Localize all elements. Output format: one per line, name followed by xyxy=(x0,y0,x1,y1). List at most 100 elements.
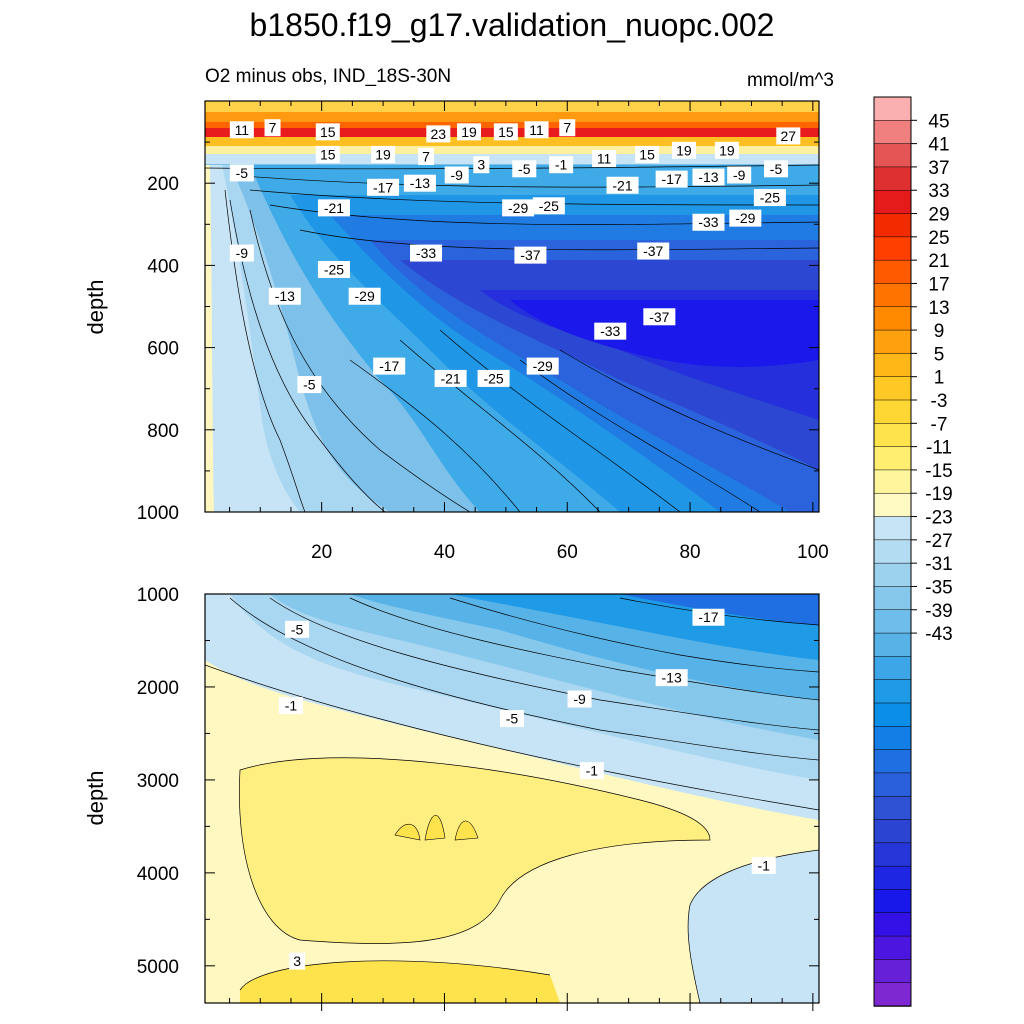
lower-contour-label: -1 xyxy=(751,856,776,874)
upper-contour-label: -37 xyxy=(637,242,670,260)
colorbar-swatch xyxy=(873,889,912,914)
colorbar-swatch xyxy=(873,912,912,937)
upper-contour-label: 11 xyxy=(592,150,617,168)
upper-contour-label-text: -37 xyxy=(643,243,663,259)
upper-contour-label-bg xyxy=(671,141,696,159)
upper-contour-label-bg xyxy=(637,242,670,260)
upper-xtick-label: 60 xyxy=(557,542,578,563)
colorbar-label: 5 xyxy=(934,344,945,365)
colorbar-swatch xyxy=(873,353,912,378)
upper-contour-label-bg xyxy=(229,164,254,182)
upper-contour-label-text: -17 xyxy=(379,358,399,374)
lower-contour-label-text: -1 xyxy=(586,763,599,779)
upper-contour-label-text: 19 xyxy=(461,124,477,140)
upper-contour-label: -25 xyxy=(477,369,510,387)
upper-contour-label-bg xyxy=(477,369,510,387)
upper-contour-label-text: -29 xyxy=(508,200,528,216)
upper-contour-label-bg xyxy=(297,376,322,394)
upper-contour-label-bg xyxy=(592,150,617,168)
upper-contour-label: -21 xyxy=(317,199,350,217)
upper-contour-label-text: -9 xyxy=(451,167,464,183)
upper-contour-label: -17 xyxy=(373,357,406,375)
upper-contour-label: -33 xyxy=(692,213,725,231)
upper-contour-label-text: -17 xyxy=(662,171,682,187)
upper-ytick-label: 200 xyxy=(147,174,179,195)
lower-contour-label-bg xyxy=(500,710,524,728)
lower-contour-label: -5 xyxy=(285,620,310,638)
colorbar-label: -11 xyxy=(926,438,952,459)
colorbar-swatch xyxy=(873,166,912,191)
upper-contour-label-text: 19 xyxy=(719,142,735,158)
upper-contour-label: -21 xyxy=(434,369,467,387)
upper-contour-label: 19 xyxy=(457,123,482,141)
lower-plot-frame xyxy=(204,593,820,1004)
upper-contour-label-bg xyxy=(714,141,739,159)
colorbar-label: 25 xyxy=(928,228,949,249)
lower-contour-label-text: -17 xyxy=(698,609,718,625)
upper-contour-label: -5 xyxy=(512,160,537,178)
lower-contour-label-text: 3 xyxy=(293,953,301,969)
colorbar-swatch xyxy=(873,795,912,821)
colorbar-label: -23 xyxy=(925,508,952,529)
upper-contour-label-text: 15 xyxy=(320,146,336,162)
colorbar-swatch xyxy=(873,96,912,122)
colorbar-swatch xyxy=(873,259,912,285)
upper-contour-label-bg xyxy=(229,121,254,139)
upper-contour-label-text: -5 xyxy=(303,377,316,393)
upper-contour-label-bg xyxy=(457,123,482,141)
upper-contour-label-text: 23 xyxy=(431,126,447,142)
upper-contour-label: 19 xyxy=(671,141,696,159)
upper-contour-label-text: -25 xyxy=(483,370,503,386)
colorbar-label: -7 xyxy=(931,414,948,435)
upper-contour-label-text: 11 xyxy=(597,151,612,167)
upper-contour-label-bg xyxy=(512,160,537,178)
upper-contour-label-text: -33 xyxy=(600,323,620,339)
colorbar-swatch xyxy=(873,586,912,611)
colorbar-swatch xyxy=(873,609,912,634)
colorbar-swatch xyxy=(873,842,912,867)
upper-contour-labels: 11 7 15 23 19 15 11 7 27 15 19 7 3 -5 -1 11 15 19 19 -5 -9 -1… xyxy=(229,119,801,394)
colorbar-label: 45 xyxy=(928,111,949,132)
main-title: b1850.f19_g17.validation_nuopc.002 xyxy=(250,7,775,43)
colorbar-label: -15 xyxy=(925,461,952,482)
upper-contour-label-bg xyxy=(426,125,451,143)
lower-ytick-label: 5000 xyxy=(137,957,179,978)
lower-contour-label: -5 xyxy=(500,710,524,728)
upper-contour-label-bg xyxy=(403,174,436,192)
upper-contour-label-bg xyxy=(371,145,396,163)
colorbar-swatch xyxy=(873,376,912,401)
upper-contour-label-text: -13 xyxy=(698,169,718,185)
colorbar-swatch xyxy=(873,772,912,797)
upper-contour-label: -29 xyxy=(526,357,559,375)
upper-contour-label-bg xyxy=(549,156,574,174)
upper-contour-label-bg xyxy=(268,287,301,305)
subtitle-left: O2 minus obs, IND_18S-30N xyxy=(205,66,451,87)
upper-contour-label: -21 xyxy=(606,176,639,194)
colorbar-swatch xyxy=(873,726,912,751)
colorbar-swatch xyxy=(873,516,912,541)
upper-contour-label-bg xyxy=(434,369,467,387)
upper-contour-label-bg xyxy=(315,123,340,141)
upper-contour-label: 11 xyxy=(524,121,549,139)
upper-contour-label: 19 xyxy=(714,141,739,159)
units-label: mmol/m^3 xyxy=(747,70,834,91)
colorbar-swatch xyxy=(873,189,912,215)
upper-contour-label-bg xyxy=(729,209,762,227)
upper-contour-label: -37 xyxy=(643,308,676,326)
colorbar-swatch xyxy=(873,935,912,961)
upper-contour-label: 3 xyxy=(473,156,490,174)
upper-contour-label-text: -33 xyxy=(698,214,718,230)
lower-contour-label-text: -9 xyxy=(573,691,586,707)
upper-panel xyxy=(205,101,819,512)
upper-contour-label: -29 xyxy=(502,199,535,217)
upper-contour-label-bg xyxy=(317,199,350,217)
upper-contour-label: -33 xyxy=(410,244,443,262)
colorbar-label: 41 xyxy=(928,135,949,156)
upper-contour-label-text: -5 xyxy=(236,165,249,181)
upper-contour-label: -29 xyxy=(729,209,762,227)
lower-contour-label: -17 xyxy=(692,608,725,626)
upper-contour-label: -25 xyxy=(532,197,565,215)
upper-contour-label-text: 3 xyxy=(477,157,485,173)
upper-contour-label-bg xyxy=(532,197,565,215)
colorbar-label: 1 xyxy=(934,368,945,389)
